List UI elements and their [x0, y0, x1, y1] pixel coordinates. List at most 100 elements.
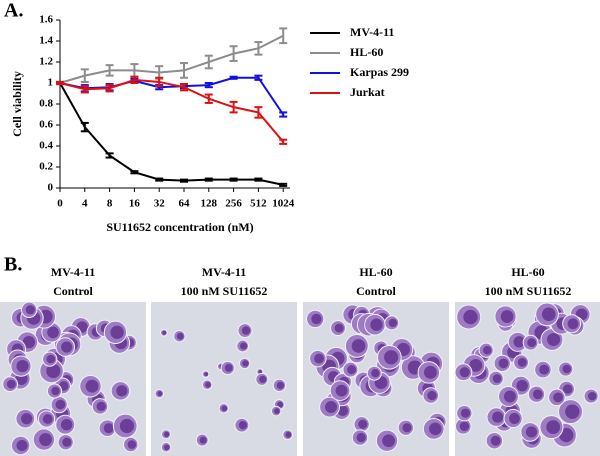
nucleus [423, 365, 437, 379]
error-bar [279, 111, 288, 118]
y-tick-label: 1.4 [39, 35, 53, 47]
nucleus [46, 363, 61, 379]
legend-label: HL-60 [350, 45, 383, 59]
image-caption: HL-60 [359, 265, 392, 279]
nucleus [567, 318, 579, 330]
nucleus [371, 368, 380, 378]
x-tick-label: 256 [225, 198, 242, 210]
nucleus [51, 386, 60, 396]
nucleus [16, 360, 29, 373]
nucleus [429, 422, 442, 436]
y-tick-label: 0 [48, 182, 54, 194]
nucleus [563, 384, 573, 394]
error-bar [254, 74, 263, 81]
error-bar [229, 177, 238, 182]
error-bar [204, 93, 213, 104]
nucleus [46, 354, 56, 364]
nucleus [370, 318, 383, 331]
error-bar [279, 182, 288, 187]
nucleus [164, 431, 170, 437]
nucleus [517, 357, 527, 367]
nucleus [482, 346, 492, 355]
y-tick-label: 1 [48, 77, 54, 89]
series-line [59, 82, 284, 186]
nucleus [274, 408, 280, 414]
nucleus [500, 310, 514, 323]
error-bar [130, 170, 139, 175]
nucleus [241, 326, 251, 335]
nucleus [25, 305, 35, 315]
x-tick-label: 8 [107, 198, 113, 210]
x-tick-label: 512 [250, 198, 267, 210]
y-tick-label: 1.2 [39, 56, 53, 68]
x-tick-label: 4 [82, 198, 88, 210]
nucleus [547, 332, 561, 347]
error-bar [155, 177, 164, 182]
nucleus [490, 435, 501, 446]
nucleus [351, 339, 366, 353]
nucleus [459, 367, 470, 378]
error-bar [180, 83, 188, 92]
x-tick-label: 128 [201, 198, 218, 210]
error-bar [204, 54, 213, 70]
nucleus [335, 384, 348, 397]
nucleus [240, 342, 248, 350]
nucleus [539, 364, 550, 375]
panel-label: B. [4, 254, 22, 276]
error-bar [80, 121, 89, 133]
nucleus [224, 363, 233, 372]
micrograph [151, 302, 297, 456]
nucleus [242, 360, 249, 367]
nucleus [541, 307, 556, 322]
nucleus [382, 434, 395, 448]
nucleus [460, 408, 471, 418]
y-tick-label: 0.6 [39, 119, 53, 131]
nucleus [103, 423, 114, 434]
legend-label: Jurkat [350, 85, 385, 99]
error-bar [105, 84, 114, 93]
image-caption: Control [356, 284, 396, 298]
series-line [59, 34, 284, 84]
series-line [59, 76, 285, 116]
image-caption: 100 nM SU11652 [181, 284, 268, 298]
error-bar [80, 85, 89, 94]
nucleus [513, 336, 525, 348]
y-tick-label: 0.8 [39, 98, 53, 110]
error-bar [155, 76, 164, 88]
series-line [59, 78, 284, 143]
nucleus [325, 401, 338, 413]
error-bar [105, 64, 114, 77]
nucleus [85, 379, 99, 393]
nucleus [110, 325, 124, 340]
nucleus [532, 389, 543, 400]
nucleus [311, 313, 322, 325]
nucleus [356, 432, 366, 443]
nucleus [459, 421, 470, 431]
error-bar [279, 27, 288, 45]
nucleus [388, 318, 398, 328]
image-caption: 100 nM SU11652 [485, 284, 572, 298]
y-tick-label: 0.2 [39, 161, 53, 173]
nucleus [96, 401, 106, 412]
image-caption: Control [53, 284, 93, 298]
image-caption: MV-4-11 [202, 265, 246, 279]
error-bar [204, 82, 213, 89]
nucleus [6, 379, 16, 389]
nucleus [384, 350, 399, 365]
panel-label: A. [4, 0, 23, 22]
x-tick-label: 1024 [272, 198, 295, 210]
nucleus [285, 431, 292, 438]
error-bar [80, 68, 89, 83]
nucleus [402, 423, 412, 433]
nucleus [358, 419, 368, 429]
nucleus [199, 436, 207, 444]
error-bar [105, 152, 114, 159]
x-axis-label: SU11652 concentration (nM) [106, 220, 253, 234]
nucleus [562, 364, 572, 374]
nucleus [492, 411, 504, 423]
error-bar [254, 106, 263, 119]
nucleus [277, 401, 284, 408]
error-bar [56, 80, 64, 86]
nucleus [337, 405, 349, 416]
